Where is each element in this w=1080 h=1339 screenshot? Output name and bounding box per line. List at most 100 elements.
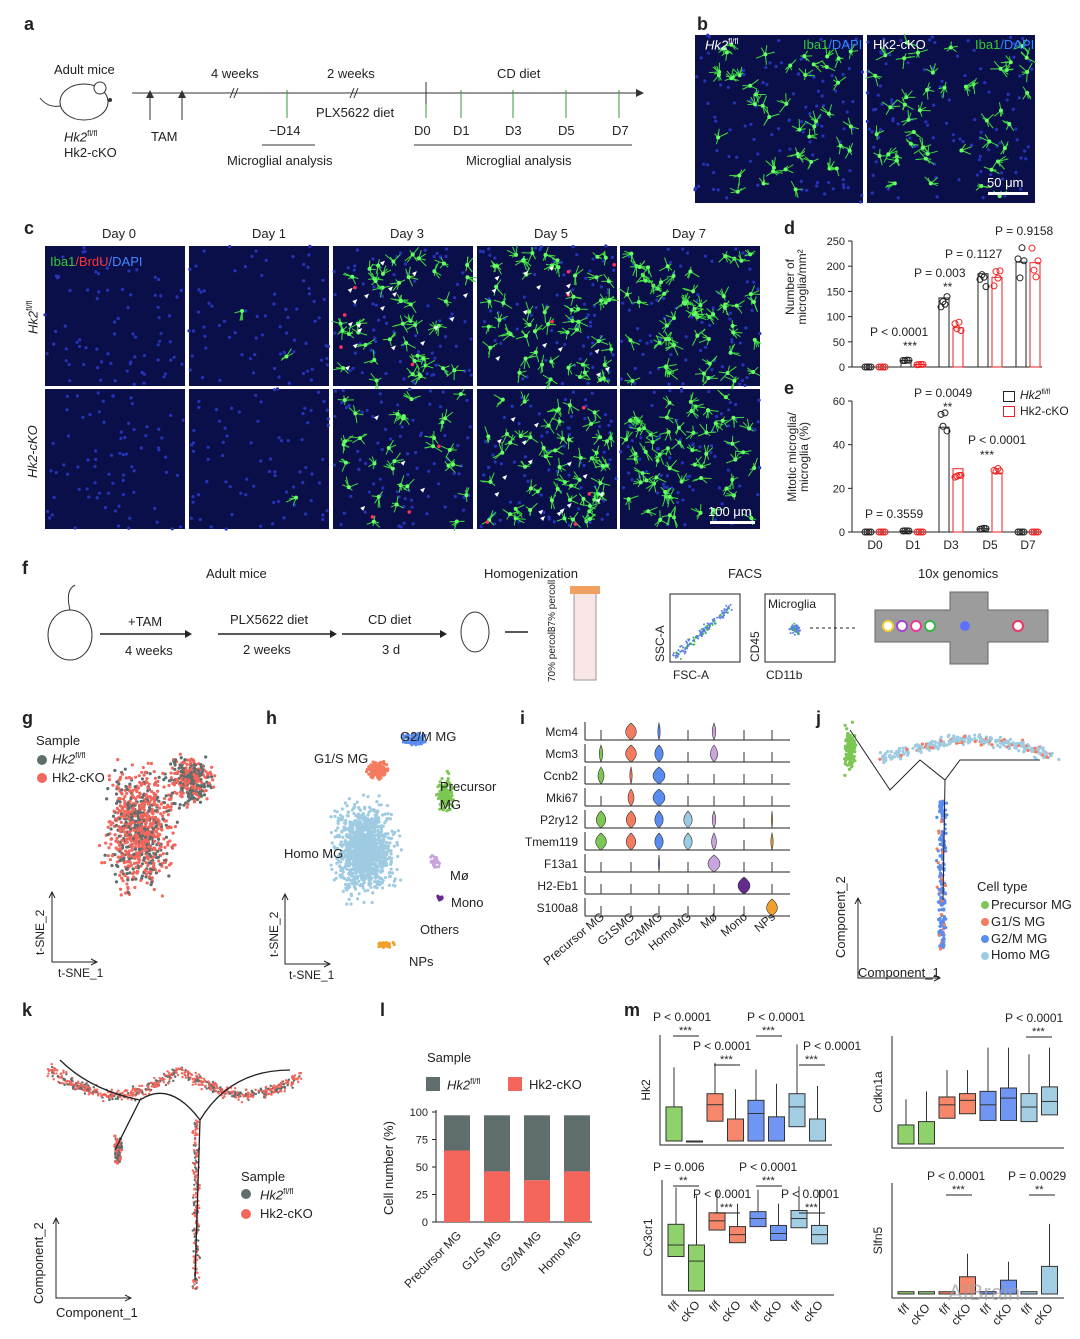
dapi-nucleus xyxy=(776,127,781,131)
microglia-cell xyxy=(905,40,910,45)
dapi-nucleus xyxy=(872,145,876,149)
microglia-cell xyxy=(693,310,698,315)
brdu-nucleus xyxy=(550,319,554,324)
dapi-nucleus xyxy=(970,143,974,147)
dapi-nucleus xyxy=(667,382,671,386)
dapi-nucleus xyxy=(764,65,768,70)
microglia-cell xyxy=(722,305,727,310)
dapi-nucleus xyxy=(156,305,160,309)
brdu-micrograph-grid xyxy=(43,244,762,532)
dapi-nucleus xyxy=(768,61,772,65)
dapi-nucleus xyxy=(361,282,365,286)
microglia-cell xyxy=(892,181,897,186)
dapi-nucleus xyxy=(122,473,126,477)
dapi-nucleus xyxy=(756,287,760,291)
dapi-nucleus xyxy=(302,262,306,266)
dapi-nucleus xyxy=(86,458,90,462)
microglia-cell xyxy=(695,333,700,338)
dapi-nucleus xyxy=(534,305,538,310)
dapi-nucleus xyxy=(301,371,306,376)
dapi-nucleus xyxy=(842,185,846,190)
dapi-nucleus xyxy=(255,314,259,318)
dapi-nucleus xyxy=(994,127,998,132)
dapi-nucleus xyxy=(761,81,765,85)
microglia-cell xyxy=(410,252,415,257)
microglia-cell xyxy=(664,337,669,342)
microglia-cell xyxy=(753,92,758,97)
microglia-cell xyxy=(340,328,345,333)
dapi-nucleus xyxy=(815,184,819,188)
microglia-cell xyxy=(904,95,909,100)
dapi-nucleus xyxy=(321,278,325,282)
microglia-cell xyxy=(760,103,765,108)
dapi-nucleus xyxy=(752,280,756,284)
dapi-nucleus xyxy=(317,316,321,320)
dapi-nucleus xyxy=(655,298,659,302)
dapi-nucleus xyxy=(53,329,58,334)
dapi-nucleus xyxy=(983,81,987,85)
dapi-nucleus xyxy=(128,362,132,366)
microglia-cell xyxy=(998,66,1003,71)
microglia-cell xyxy=(847,148,852,153)
dapi-nucleus xyxy=(112,320,117,324)
dapi-nucleus xyxy=(704,345,708,349)
dapi-nucleus xyxy=(696,293,700,297)
microglia-cell xyxy=(532,329,537,334)
dapi-nucleus xyxy=(493,338,497,343)
dapi-nucleus xyxy=(179,288,183,293)
microglia-cell xyxy=(722,46,727,51)
dapi-nucleus xyxy=(588,320,593,324)
dapi-nucleus xyxy=(571,288,575,292)
dapi-nucleus xyxy=(891,116,895,121)
microglia-cell xyxy=(997,194,1002,199)
microglia-cell xyxy=(662,291,667,296)
dapi-nucleus xyxy=(52,495,56,500)
panel-label-h: h xyxy=(266,708,277,728)
microglia-cell xyxy=(752,337,757,342)
dapi-nucleus xyxy=(377,318,381,322)
microglia-cell xyxy=(373,278,378,283)
dapi-nucleus xyxy=(633,381,637,385)
microglia-cell xyxy=(888,105,893,110)
panel-label-f: f xyxy=(22,558,28,578)
dapi-nucleus xyxy=(588,269,592,273)
weeks4-label: 4 weeks xyxy=(211,66,259,81)
dapi-nucleus xyxy=(190,354,194,358)
dapi-nucleus xyxy=(168,340,172,344)
dapi-nucleus xyxy=(481,250,485,254)
microglia-cell xyxy=(443,299,448,304)
b-sup: fl/fl xyxy=(728,37,739,46)
dapi-nucleus xyxy=(1030,67,1034,71)
dapi-nucleus xyxy=(438,344,443,348)
dapi-nucleus xyxy=(765,82,769,87)
dapi-nucleus xyxy=(307,292,312,296)
microglia-cell xyxy=(432,269,437,274)
dapi-nucleus xyxy=(121,492,126,497)
microglia-cell xyxy=(540,362,545,367)
dapi-nucleus xyxy=(169,358,173,362)
dapi-nucleus xyxy=(710,259,714,264)
dapi-nucleus xyxy=(848,169,852,173)
dapi-nucleus xyxy=(228,245,232,249)
stain-dapi: /DAPI xyxy=(1000,37,1035,52)
dapi-nucleus xyxy=(866,40,870,44)
dapi-nucleus xyxy=(815,104,819,108)
dapi-nucleus xyxy=(210,304,214,308)
dapi-nucleus xyxy=(549,328,554,333)
microglia-cell xyxy=(508,332,513,337)
microglia-cell xyxy=(517,370,522,375)
dapi-nucleus xyxy=(799,120,804,124)
dapi-nucleus xyxy=(586,381,590,385)
dapi-nucleus xyxy=(47,516,52,520)
dapi-nucleus xyxy=(972,48,976,52)
microglia-cell xyxy=(606,279,611,284)
dapi-nucleus xyxy=(319,358,324,362)
microglia-cell xyxy=(836,56,841,61)
dapi-nucleus xyxy=(99,378,103,382)
dapi-nucleus xyxy=(890,98,894,102)
dapi-nucleus xyxy=(834,89,838,93)
dapi-nucleus xyxy=(515,302,519,306)
dapi-nucleus xyxy=(662,296,666,301)
microglia-cell xyxy=(902,102,907,107)
microglia-cell xyxy=(646,265,651,270)
